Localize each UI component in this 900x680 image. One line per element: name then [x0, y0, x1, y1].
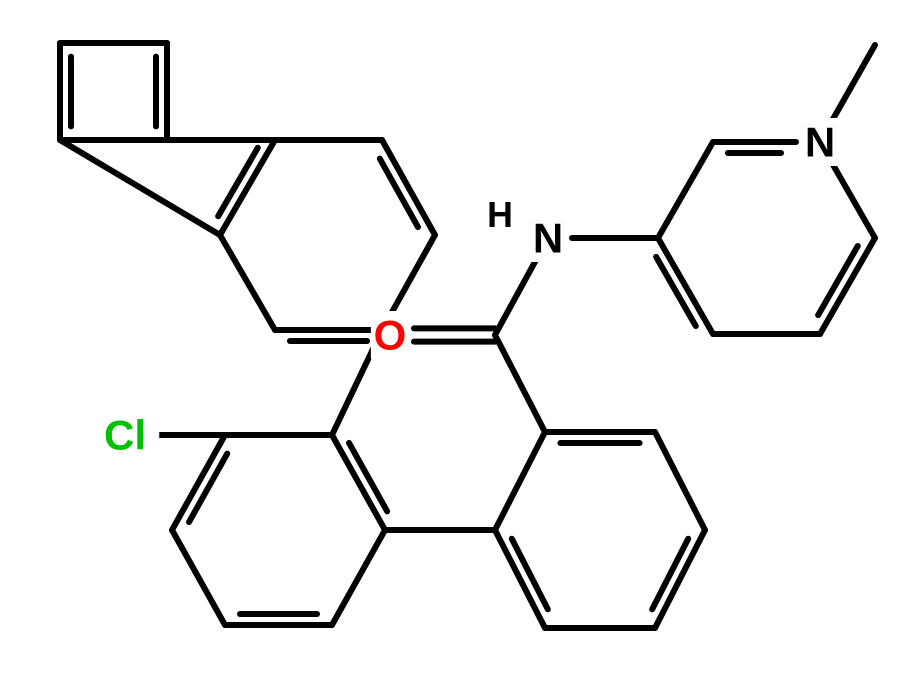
atom-text: N — [533, 215, 563, 262]
bond — [332, 530, 385, 625]
bond — [382, 140, 435, 235]
bond — [495, 432, 545, 530]
bond — [332, 435, 385, 530]
atom-label-N: N — [801, 118, 839, 166]
molecule-diagram: ClONHN — [0, 0, 900, 680]
bond — [495, 335, 545, 432]
bond — [172, 530, 225, 625]
bond — [658, 142, 713, 238]
bond — [658, 238, 713, 334]
atom-label-N: NH — [483, 195, 567, 262]
bond — [172, 435, 225, 530]
bond — [60, 140, 220, 235]
bond — [832, 163, 875, 238]
atom-label-O: O — [371, 311, 409, 359]
atom-label-Cl: Cl — [91, 411, 159, 459]
atom-text-h: H — [487, 195, 513, 235]
bond — [220, 235, 275, 330]
bond — [820, 238, 875, 334]
bond — [655, 530, 705, 628]
bond — [495, 530, 545, 628]
bond — [655, 432, 705, 530]
bond — [832, 45, 875, 121]
atom-text: Cl — [104, 412, 146, 459]
atom-text: O — [374, 312, 407, 359]
bond — [495, 259, 536, 335]
atom-text: N — [805, 119, 835, 166]
bond — [220, 140, 275, 235]
